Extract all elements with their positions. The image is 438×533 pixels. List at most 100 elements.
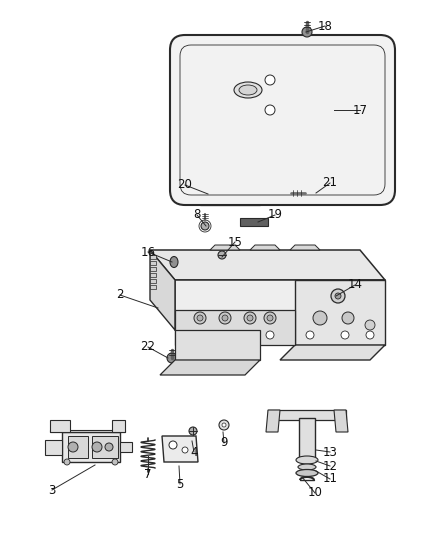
Text: 21: 21 xyxy=(322,176,338,190)
Bar xyxy=(150,255,156,259)
Circle shape xyxy=(341,331,349,339)
Circle shape xyxy=(219,420,229,430)
Circle shape xyxy=(365,320,375,330)
Polygon shape xyxy=(162,436,198,462)
Text: 16: 16 xyxy=(141,246,155,259)
Ellipse shape xyxy=(296,456,318,464)
Bar xyxy=(150,279,156,283)
Circle shape xyxy=(331,289,345,303)
Polygon shape xyxy=(175,330,260,360)
Polygon shape xyxy=(190,178,205,195)
Circle shape xyxy=(302,27,312,37)
Circle shape xyxy=(216,331,224,339)
Polygon shape xyxy=(290,245,320,250)
Text: 10: 10 xyxy=(307,487,322,499)
Circle shape xyxy=(191,331,199,339)
Text: 3: 3 xyxy=(48,483,56,497)
Text: 17: 17 xyxy=(353,103,367,117)
Bar xyxy=(150,267,156,271)
Polygon shape xyxy=(268,410,346,420)
Bar xyxy=(150,285,156,289)
Circle shape xyxy=(92,442,102,452)
Text: 9: 9 xyxy=(220,437,228,449)
Circle shape xyxy=(241,331,249,339)
Circle shape xyxy=(169,441,177,449)
Circle shape xyxy=(215,185,225,195)
Circle shape xyxy=(366,331,374,339)
Circle shape xyxy=(167,353,177,363)
Circle shape xyxy=(222,423,226,427)
Text: 5: 5 xyxy=(177,478,184,490)
Text: 15: 15 xyxy=(228,236,243,248)
Circle shape xyxy=(266,331,274,339)
Circle shape xyxy=(265,105,275,115)
Polygon shape xyxy=(150,250,175,330)
Polygon shape xyxy=(150,250,385,280)
Ellipse shape xyxy=(296,470,318,477)
Text: 19: 19 xyxy=(268,208,283,222)
Circle shape xyxy=(197,315,203,321)
Polygon shape xyxy=(62,432,120,462)
FancyBboxPatch shape xyxy=(170,35,395,205)
Circle shape xyxy=(64,459,70,465)
Circle shape xyxy=(313,311,327,325)
Text: 7: 7 xyxy=(144,467,152,481)
Circle shape xyxy=(244,312,256,324)
Circle shape xyxy=(250,192,260,202)
Polygon shape xyxy=(50,430,125,432)
Polygon shape xyxy=(68,436,88,458)
Text: 4: 4 xyxy=(190,446,198,458)
Polygon shape xyxy=(295,280,385,345)
Ellipse shape xyxy=(234,82,262,98)
Circle shape xyxy=(335,293,341,299)
Text: 14: 14 xyxy=(347,279,363,292)
Circle shape xyxy=(265,75,275,85)
Polygon shape xyxy=(200,195,260,205)
Text: 13: 13 xyxy=(322,446,337,458)
Text: 12: 12 xyxy=(322,459,338,472)
Circle shape xyxy=(222,315,228,321)
Circle shape xyxy=(282,190,288,196)
Text: 20: 20 xyxy=(177,179,192,191)
Text: 18: 18 xyxy=(318,20,332,33)
Polygon shape xyxy=(266,410,280,432)
Polygon shape xyxy=(190,178,260,195)
Polygon shape xyxy=(299,418,315,460)
Circle shape xyxy=(182,447,188,453)
Circle shape xyxy=(112,459,118,465)
Circle shape xyxy=(189,427,197,435)
Circle shape xyxy=(306,331,314,339)
Circle shape xyxy=(247,315,253,321)
Polygon shape xyxy=(120,442,132,452)
Polygon shape xyxy=(175,310,295,345)
Circle shape xyxy=(68,442,78,452)
Polygon shape xyxy=(50,420,70,432)
Circle shape xyxy=(279,187,291,199)
Polygon shape xyxy=(250,245,280,250)
Polygon shape xyxy=(334,410,348,432)
Circle shape xyxy=(201,222,209,230)
Polygon shape xyxy=(240,218,268,226)
Polygon shape xyxy=(112,420,125,432)
Ellipse shape xyxy=(239,85,257,95)
Polygon shape xyxy=(45,440,62,455)
Polygon shape xyxy=(210,245,240,250)
Circle shape xyxy=(342,312,354,324)
Text: 11: 11 xyxy=(322,472,338,486)
Circle shape xyxy=(218,251,226,259)
Circle shape xyxy=(264,312,276,324)
Polygon shape xyxy=(280,345,385,360)
Bar xyxy=(150,261,156,265)
Circle shape xyxy=(105,443,113,451)
Circle shape xyxy=(267,315,273,321)
Text: 22: 22 xyxy=(141,341,155,353)
Polygon shape xyxy=(92,436,118,458)
Circle shape xyxy=(194,312,206,324)
Polygon shape xyxy=(160,360,260,375)
Polygon shape xyxy=(175,280,385,330)
Text: 8: 8 xyxy=(193,208,201,222)
Circle shape xyxy=(219,312,231,324)
Bar xyxy=(150,273,156,277)
Text: 2: 2 xyxy=(116,288,124,302)
Ellipse shape xyxy=(298,464,316,470)
